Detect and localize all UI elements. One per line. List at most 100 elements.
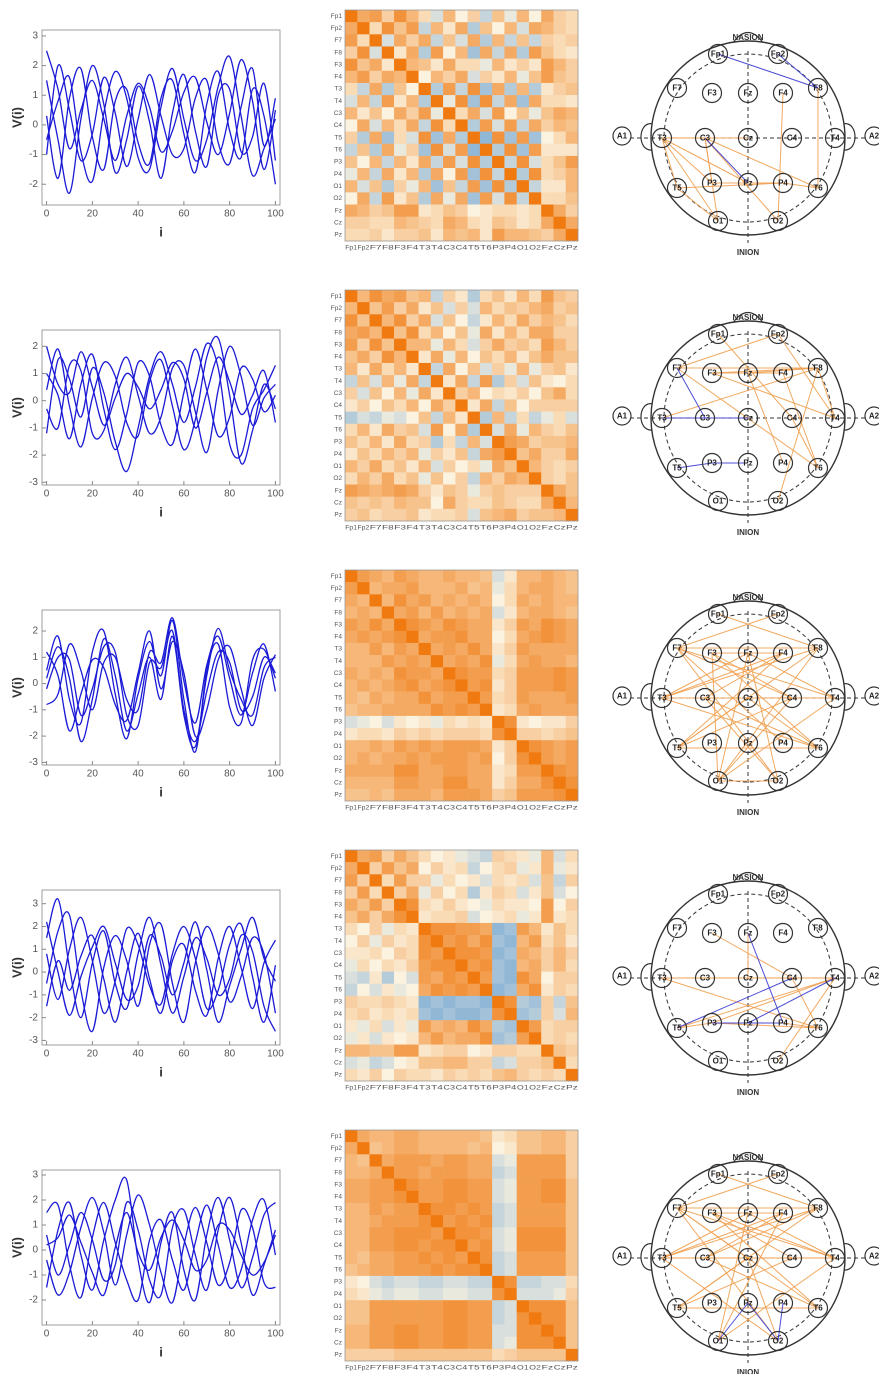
heatmap-cell [443,1239,456,1251]
row-label: O2 [333,1315,342,1322]
heatmap-cell [431,1252,444,1264]
heatmap-cell [541,302,554,314]
heatmap-cell [468,95,481,107]
row-label: Cz [334,219,342,226]
heatmap-cell [382,777,395,789]
heatmap-cell [480,1337,493,1349]
heatmap-cell [394,1300,407,1312]
heatmap-cell [480,886,493,898]
heatmap-cell [553,59,566,71]
heatmap-cell [517,497,530,509]
column-label: Fp2 [358,245,370,252]
series-line [47,630,276,742]
heatmap-cell [382,716,395,728]
heatmap-cell [394,789,407,801]
heatmap-cell [504,1325,517,1337]
heatmap-cell [357,460,370,472]
row-label: Fp1 [331,13,343,20]
heatmap-cell [357,631,370,643]
heatmap-cell [357,789,370,801]
heatmap-cell [566,1312,579,1324]
column-label: T4 [431,525,443,532]
heatmap-cell [406,205,419,217]
heatmap-cell [345,752,358,764]
bottom-label: INION [737,1368,759,1374]
heatmap-cell [492,667,505,679]
heatmap-cell [357,886,370,898]
heatmap-cell [480,606,493,618]
heatmap-cell [480,95,493,107]
heatmap-cell [566,716,579,728]
heatmap-cell [480,752,493,764]
electrode-label: C3 [700,134,711,143]
heatmap-cell [455,375,468,387]
heatmap-cell [492,1191,505,1203]
heatmap-cell [541,1179,554,1191]
heatmap-cell [382,1154,395,1166]
heatmap-cell [345,1239,358,1251]
electrode-label: A2 [869,972,879,981]
heatmap-cell [357,923,370,935]
heatmap-cell [345,1057,358,1069]
heatmap-cell [357,424,370,436]
heatmap-cell [443,740,456,752]
heatmap-cell [455,631,468,643]
electrode-label: P3 [707,1299,717,1308]
heatmap-cell [553,752,566,764]
heatmap-cell [394,339,407,351]
heatmap-cell [517,290,530,302]
heatmap-cell [455,156,468,168]
heatmap-cell [370,314,383,326]
x-tick-label: 0 [44,209,50,220]
heatmap-cell [566,959,579,971]
heatmap-cell [370,460,383,472]
heatmap-cell [541,594,554,606]
heatmap-cell [357,156,370,168]
heatmap-cell [419,1057,432,1069]
heatmap-cell [357,351,370,363]
heatmap-cell [480,667,493,679]
heatmap-cell [553,1325,566,1337]
heatmap-cell [529,1349,542,1361]
heatmap-cell [504,497,517,509]
heatmap-cell [419,71,432,83]
heatmap-cell [455,472,468,484]
heatmap-cell [517,1288,530,1300]
heatmap-cell [382,485,395,497]
heatmap-cell [468,314,481,326]
heatmap-cell [382,1227,395,1239]
row-label: F4 [334,74,342,81]
heatmap-cell [455,594,468,606]
heatmap-cell [382,168,395,180]
heatmap-cell [541,1337,554,1349]
heatmap-cell [541,363,554,375]
heatmap-cell [443,1166,456,1178]
heatmap-cell [517,899,530,911]
heatmap-cell [455,899,468,911]
heatmap-cell [357,59,370,71]
heatmap-cell [357,752,370,764]
heatmap-cell [504,1239,517,1251]
heatmap-cell [529,1300,542,1312]
heatmap-cell [468,448,481,460]
heatmap-cell [504,472,517,484]
column-label: O1 [517,1085,529,1092]
heatmap-cell [443,326,456,338]
heatmap-cell [529,899,542,911]
heatmap-cell [492,339,505,351]
x-tick-label: 0 [44,1049,50,1060]
x-tick-label: 80 [224,209,236,220]
heatmap-cell [443,472,456,484]
heatmap-cell [455,777,468,789]
column-label: T5 [468,1365,480,1372]
heatmap-cell [382,399,395,411]
column-label: F3 [394,1365,406,1372]
heatmap-cell [345,399,358,411]
heatmap-cell [529,314,542,326]
heatmap-cell [480,363,493,375]
heatmap-cell [345,1276,358,1288]
heatmap-cell [394,631,407,643]
heatmap-cell [492,71,505,83]
electrode-label: T5 [672,184,682,193]
heatmap-cell [566,582,579,594]
